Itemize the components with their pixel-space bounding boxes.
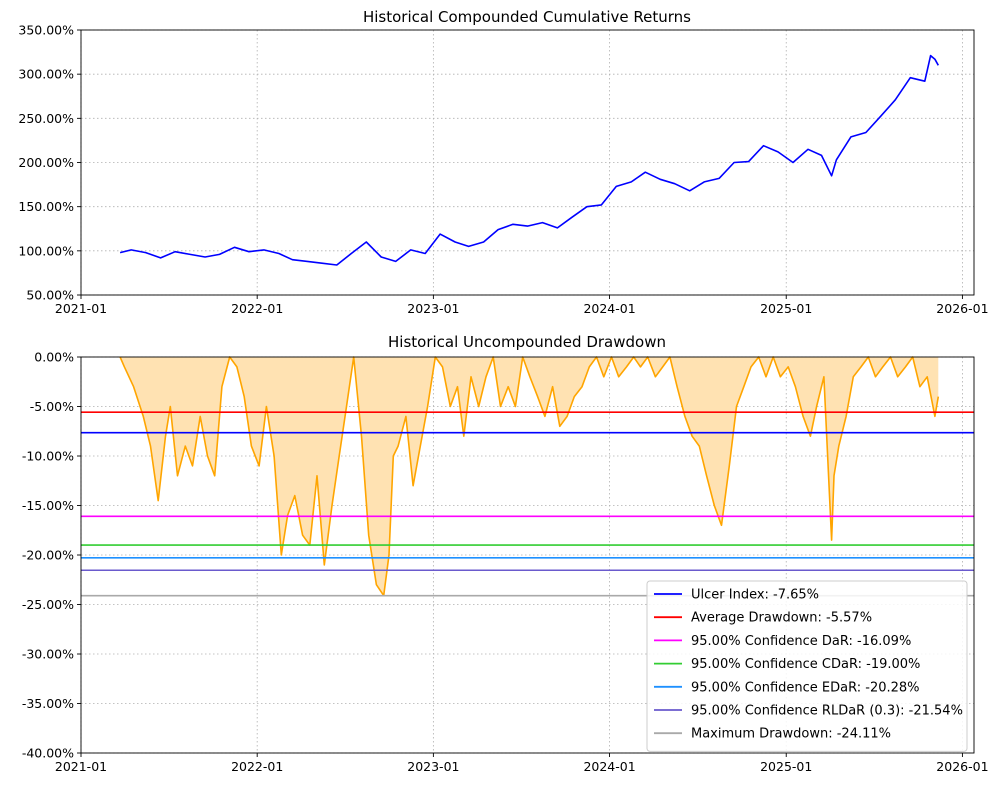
x-tick-label: 2023-01: [407, 759, 459, 774]
y-tick-label: 300.00%: [18, 67, 74, 82]
reference-lines: [81, 411, 974, 597]
x-tick-label: 2025-01: [760, 301, 812, 316]
legend-label: 95.00% Confidence CDaR: -19.00%: [691, 657, 920, 672]
x-tick-label: 2026-01: [936, 301, 988, 316]
chart-title: Historical Compounded Cumulative Returns: [363, 8, 691, 26]
legend-frame: [646, 580, 968, 752]
series-line: [119, 356, 940, 597]
y-tick-label: 350.00%: [18, 23, 74, 38]
series-layer: [119, 356, 940, 597]
y-tick-label: -35.00%: [22, 696, 74, 711]
x-axis: 2021-01 2022-01 2023-01 2024-01 2025-01 2026-…: [55, 753, 989, 774]
series-line: [119, 54, 939, 266]
series-layer: [119, 54, 939, 266]
cumulative-returns-chart: Historical Compounded Cumulative Returns…: [18, 8, 988, 316]
x-tick-label: 2022-01: [231, 759, 283, 774]
x-tick-label: 2021-01: [55, 301, 107, 316]
y-axis: 0.00% -5.00% -10.00% -15.00% -20.00% -25.00% -…: [22, 350, 81, 761]
x-tick-label: 2026-01: [936, 759, 988, 774]
y-tick-label: -5.00%: [30, 399, 74, 414]
y-tick-label: 0.00%: [34, 350, 74, 365]
y-tick-label: -15.00%: [22, 498, 74, 513]
y-tick-label: -20.00%: [22, 548, 74, 563]
y-axis: 50.00% 100.00% 150.00% 200.00% 250.00% 300.00…: [18, 23, 81, 303]
drawdown-area: [120, 357, 939, 596]
y-tick-label: 250.00%: [18, 111, 74, 126]
legend-label: Average Drawdown: -5.57%: [691, 611, 872, 626]
legend-label: 95.00% Confidence EDaR: -20.28%: [691, 680, 920, 695]
drawdown-chart: Historical Uncompounded Drawdown 2021-01…: [22, 333, 989, 774]
y-tick-label: -40.00%: [22, 746, 74, 761]
x-tick-label: 2023-01: [407, 301, 459, 316]
legend: Ulcer Index: -7.65% Average Drawdown: -5.…: [646, 580, 968, 752]
legend-label: Maximum Drawdown: -24.11%: [691, 727, 891, 742]
y-tick-label: -30.00%: [22, 647, 74, 662]
y-tick-label: -25.00%: [22, 597, 74, 612]
y-tick-label: 100.00%: [18, 243, 74, 258]
x-tick-label: 2024-01: [583, 301, 635, 316]
y-tick-label: 50.00%: [26, 288, 74, 303]
x-tick-label: 2021-01: [55, 759, 107, 774]
x-tick-label: 2025-01: [760, 759, 812, 774]
legend-label: 95.00% Confidence DaR: -16.09%: [691, 634, 911, 649]
x-tick-label: 2024-01: [583, 759, 635, 774]
legend-label: Ulcer Index: -7.65%: [691, 588, 819, 603]
x-axis: 2021-01 2022-01 2023-01 2024-01 2025-01 2026-…: [55, 295, 989, 316]
y-tick-label: -10.00%: [22, 449, 74, 464]
chart-title: Historical Uncompounded Drawdown: [388, 333, 666, 351]
y-tick-label: 200.00%: [18, 155, 74, 170]
y-tick-label: 150.00%: [18, 199, 74, 214]
x-tick-label: 2022-01: [231, 301, 283, 316]
legend-label: 95.00% Confidence RLDaR (0.3): -21.54%: [691, 704, 963, 719]
